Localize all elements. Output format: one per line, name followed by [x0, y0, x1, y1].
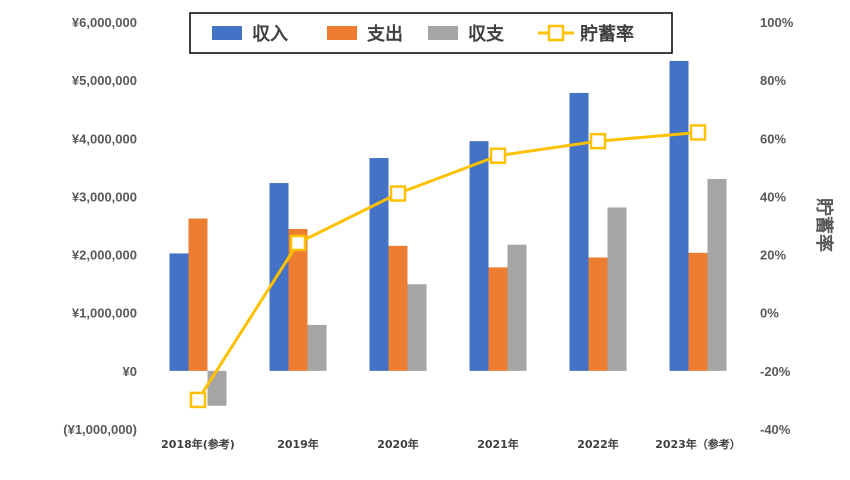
legend: 収入 支出 収支 貯蓄率 [189, 12, 673, 54]
right-tick-label: -20% [760, 364, 791, 379]
x-tick-label: 2018年(参考) [161, 437, 235, 451]
savings-rate-marker-5 [689, 124, 707, 141]
bar-収入-0 [169, 253, 189, 371]
bar-収支-2 [407, 284, 427, 371]
savings-rate-marker-3 [489, 147, 507, 164]
bar-収支-3 [507, 244, 527, 371]
left-axis-ticks: (¥1,000,000) ¥0 ¥1,000,000 ¥2,000,000 ¥3,000… [63, 15, 137, 437]
x-tick-label: 2022年 [577, 437, 619, 451]
left-tick-label: ¥6,000,000 [72, 15, 137, 30]
bar-支出-0 [188, 218, 208, 371]
bar-収入-4 [569, 92, 589, 371]
bar-収入-3 [469, 141, 489, 371]
left-tick-label: ¥5,000,000 [72, 73, 137, 88]
bar-支出-1 [288, 228, 308, 371]
legend-label-支出: 支出 [366, 23, 403, 45]
bar-収入-1 [269, 183, 289, 371]
legend-swatch-収支 [428, 26, 458, 40]
savings-rate-marker-0 [189, 391, 207, 409]
bars [169, 60, 727, 406]
left-tick-label: ¥3,000,000 [72, 189, 137, 204]
legend-label-貯蓄率: 貯蓄率 [580, 23, 634, 45]
savings-rate-marker-1 [289, 234, 307, 252]
right-tick-label: -40% [760, 422, 791, 437]
right-axis-label: 貯蓄率 [813, 198, 835, 252]
bar-支出-3 [488, 267, 508, 371]
legend-label-収支: 収支 [468, 23, 505, 45]
right-tick-label: 20% [760, 248, 786, 263]
bar-支出-5 [688, 252, 708, 371]
left-tick-label: ¥2,000,000 [72, 248, 137, 263]
x-tick-label: 2021年 [477, 437, 519, 451]
left-tick-label: (¥1,000,000) [63, 422, 137, 437]
right-tick-label: 40% [760, 189, 786, 204]
legend-label-収入: 収入 [252, 24, 288, 45]
right-axis-ticks: -40% -20% 0% 20% 40% 60% 80% 100% [760, 15, 794, 437]
left-tick-label: ¥0 [123, 364, 137, 379]
bar-収入-2 [369, 158, 389, 371]
left-tick-label: ¥1,000,000 [72, 306, 137, 321]
legend-swatch-収入 [212, 26, 242, 40]
bar-収支-4 [607, 207, 627, 371]
right-tick-label: 0% [760, 306, 779, 321]
bar-収入-5 [669, 60, 689, 371]
left-tick-label: ¥4,000,000 [72, 131, 137, 146]
savings-rate-marker-4 [589, 132, 607, 150]
bar-収支-1 [307, 324, 327, 371]
bar-収支-0 [207, 370, 227, 406]
right-tick-label: 60% [760, 131, 786, 146]
savings-rate-polyline [196, 130, 699, 401]
right-tick-label: 100% [760, 15, 794, 30]
savings-rate-line [189, 124, 707, 409]
x-axis-ticks: 2018年(参考) 2019年 2020年 2021年 2022年 2023年（参考） [161, 437, 741, 451]
x-tick-label: 2023年（参考） [655, 437, 741, 451]
legend-swatch-支出 [327, 26, 357, 40]
bar-支出-2 [388, 245, 408, 371]
bar-収支-5 [707, 178, 727, 371]
bar-支出-4 [588, 257, 608, 371]
savings-rate-marker-2 [389, 185, 407, 202]
x-tick-label: 2019年 [277, 437, 319, 451]
x-tick-label: 2020年 [377, 437, 419, 451]
right-tick-label: 80% [760, 73, 786, 88]
legend-marker-swatch [547, 24, 565, 42]
